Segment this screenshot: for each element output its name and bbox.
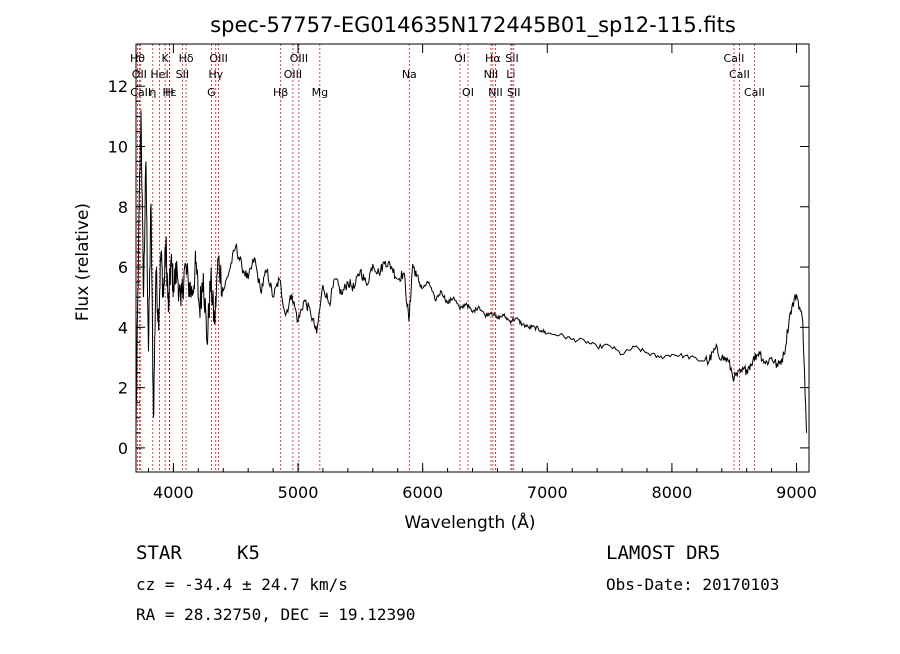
y-tick-label-2: 4	[118, 318, 128, 337]
x-tick-label-3: 7000	[527, 483, 568, 502]
plot-frame	[135, 43, 810, 473]
line-marker-label-25: SII	[507, 86, 520, 99]
line-marker-label-18: OI	[454, 52, 466, 65]
line-marker-label-21: NII	[484, 68, 499, 81]
line-marker-label-14: OIII	[290, 52, 308, 65]
line-marker-label-2: CaII	[130, 86, 151, 99]
y-tick-label-6: 12	[108, 77, 128, 96]
line-marker-label-0: Hθ	[130, 52, 145, 65]
line-marker-label-12: G	[207, 86, 216, 99]
line-marker-label-13: Hβ	[273, 86, 288, 99]
line-marker-label-3: K	[162, 52, 170, 65]
y-tick-label-3: 6	[118, 258, 128, 277]
line-marker-label-17: Na	[402, 68, 417, 81]
x-tick-label-4: 8000	[652, 483, 693, 502]
line-marker-label-9: Hδ	[179, 52, 194, 65]
line-marker-label-16: Mg	[312, 86, 328, 99]
line-marker-label-1: OII	[132, 68, 147, 81]
x-tick-label-0: 4000	[153, 483, 194, 502]
line-marker-label-22: NII	[488, 86, 503, 99]
x-axis-label: Wavelength (Å)	[404, 511, 535, 533]
sky-coordinates: RA = 28.32750, DEC = 19.12390	[136, 605, 415, 624]
object-class: STAR	[136, 542, 182, 564]
line-marker-label-6: HeI	[150, 68, 168, 81]
line-marker-label-11: Hγ	[208, 68, 223, 81]
line-marker-label-7: η	[149, 86, 156, 99]
x-tick-label-2: 6000	[402, 483, 443, 502]
line-marker-label-23: SII	[505, 52, 518, 65]
survey-name: LAMOST DR5	[606, 542, 720, 564]
line-marker-label-28: CaII	[744, 86, 765, 99]
line-marker-label-5: H	[165, 86, 173, 99]
x-tick-label-5: 9000	[776, 483, 817, 502]
object-subclass: K5	[237, 542, 260, 564]
observation-date: Obs-Date: 20170103	[606, 575, 779, 594]
line-marker-label-19: OI	[462, 86, 474, 99]
line-marker-label-27: CaII	[729, 68, 750, 81]
line-marker-label-24: Li	[506, 68, 515, 81]
spectrum-series-0	[135, 110, 807, 433]
line-marker-label-10: OIII	[209, 52, 227, 65]
plot-layer	[135, 110, 807, 433]
line-marker-label-8: SII	[176, 68, 189, 81]
redshift-velocity: cz = -34.4 ± 24.7 km/s	[136, 575, 348, 594]
x-tick-label-1: 5000	[278, 483, 319, 502]
y-tick-label-4: 8	[118, 198, 128, 217]
y-axis-label: Flux (relative)	[73, 203, 93, 321]
x-axis-ticks: 4000 5000 6000 7000 8000 9000	[147, 44, 817, 502]
y-axis-ticks: 0 2 4 6 8 10 12	[108, 55, 809, 458]
line-marker-label-20: Hα	[485, 52, 501, 65]
y-tick-label-0: 0	[118, 439, 128, 458]
line-marker-label-26: CaII	[724, 52, 745, 65]
line-marker-label-15: OIII	[284, 68, 302, 81]
chart-title: spec-57757-EG014635N172445B01_sp12-115.f…	[210, 13, 736, 38]
y-tick-label-5: 10	[108, 137, 128, 156]
y-tick-label-1: 2	[118, 379, 128, 398]
